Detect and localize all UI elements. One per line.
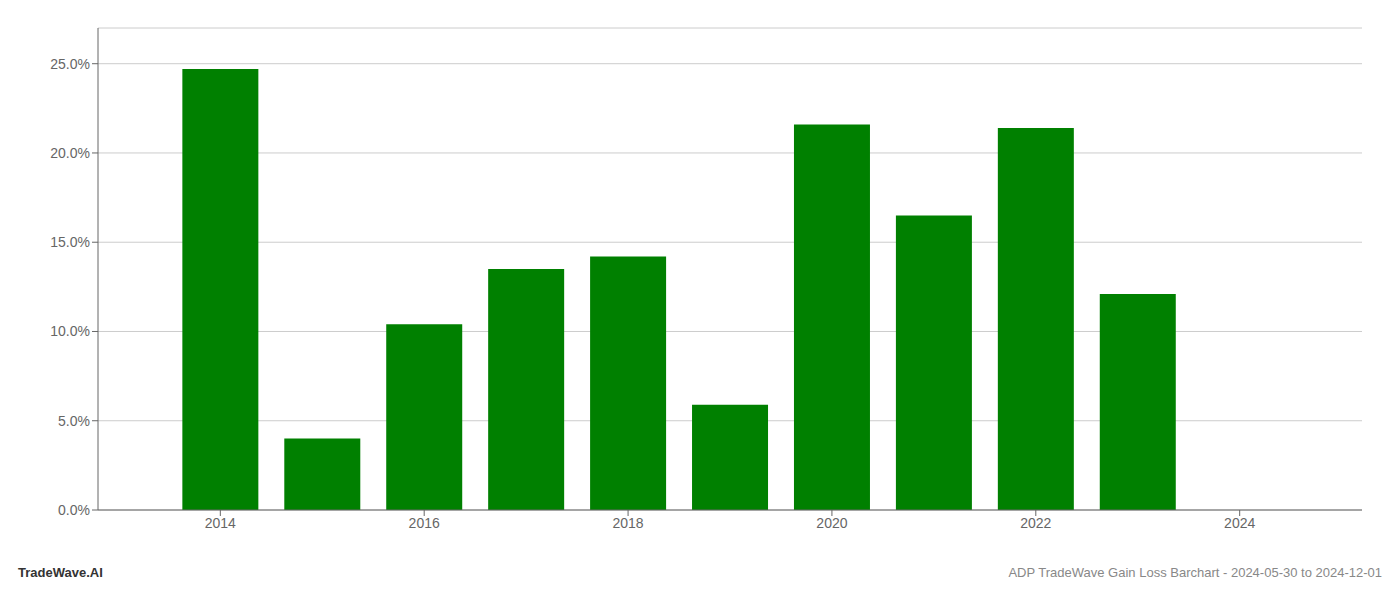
- svg-text:5.0%: 5.0%: [58, 413, 90, 429]
- svg-text:0.0%: 0.0%: [58, 502, 90, 518]
- svg-text:2014: 2014: [205, 515, 236, 531]
- svg-text:2020: 2020: [816, 515, 847, 531]
- svg-text:15.0%: 15.0%: [50, 234, 90, 250]
- svg-text:2018: 2018: [612, 515, 643, 531]
- html-text:TradeWave.AI: TradeWave.AI: [18, 565, 103, 580]
- svg-text:25.0%: 25.0%: [50, 56, 90, 72]
- svg-text:2022: 2022: [1020, 515, 1051, 531]
- html-text:ADP TradeWave Gain Loss Barcha: ADP TradeWave Gain Loss Barchart - 2024-…: [1008, 565, 1382, 580]
- svg-text:2024: 2024: [1224, 515, 1255, 531]
- svg-text:10.0%: 10.0%: [50, 323, 90, 339]
- svg-text:2016: 2016: [409, 515, 440, 531]
- svg-text:20.0%: 20.0%: [50, 145, 90, 161]
